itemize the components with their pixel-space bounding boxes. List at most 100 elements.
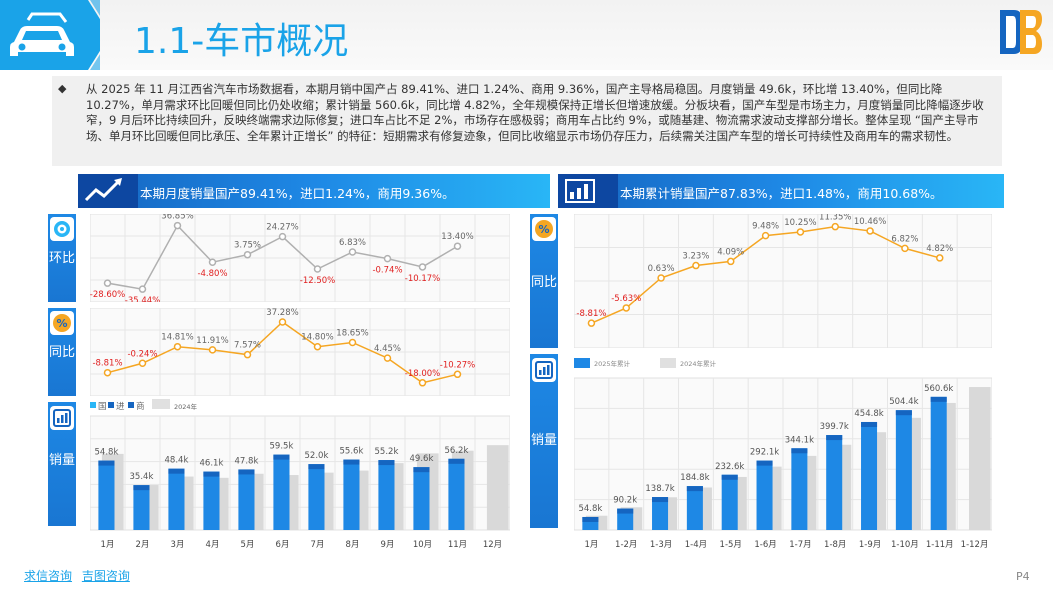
- monthly-sales-chart: 54.8k 1月 35.4k 2月 48.4k 3月 46.1k 4月 47.8k 5月 59.5k…: [90, 399, 510, 550]
- tab-cumulative-sales-label: 销量: [530, 433, 557, 448]
- car-icon: [10, 12, 74, 56]
- x-tick-label: 1-10月: [891, 540, 919, 550]
- percent-icon: %: [50, 311, 74, 335]
- legend-swatch: [128, 402, 134, 408]
- bar-2025-cap: [343, 459, 360, 465]
- data-point: [692, 261, 700, 270]
- bar-chart-icon: [50, 406, 74, 430]
- bar-2025-cap: [686, 486, 703, 492]
- target-icon: [50, 217, 74, 241]
- legend-swatch: [660, 358, 676, 368]
- data-point: [138, 285, 147, 293]
- bar-label: 399.7k: [820, 422, 849, 432]
- data-point: [383, 354, 392, 362]
- bar-2025-cap: [930, 396, 947, 402]
- monthly-yoy-chart: -8.81% -0.24% 14.81% 11.91% 7.57% 37.28% 14.80…: [90, 308, 510, 396]
- x-tick-label: 5月: [241, 540, 255, 550]
- data-point: [313, 342, 322, 351]
- bar-label: 344.1k: [785, 435, 814, 445]
- bar-2025: [826, 435, 843, 530]
- data-point: [348, 338, 357, 347]
- cumulative-yoy-chart: -8.81% -5.63% 0.63% 3.23% 4.09% 9.48% 10.25%11…: [574, 214, 992, 348]
- monthly-heading-text: 本期月度销量国产89.41%，进口1.24%，商用9.36%。: [140, 186, 455, 201]
- footer-link-qiuxin[interactable]: 求信咨询: [24, 569, 73, 583]
- data-label: 7.57%: [234, 341, 261, 351]
- data-label: -4.80%: [197, 269, 227, 279]
- legend-swatch: [574, 358, 590, 368]
- x-tick-label: 1-5月: [720, 540, 742, 550]
- bar-label: 292.1k: [750, 448, 779, 458]
- header-icon-box: [0, 0, 100, 70]
- data-point: [936, 254, 944, 262]
- db-logo: [1000, 10, 1042, 54]
- bar-2025: [756, 460, 773, 530]
- header-band: [0, 0, 1053, 70]
- bar-2025-cap: [582, 516, 599, 522]
- data-point: [761, 231, 770, 240]
- cumulative-panel-heading: [558, 174, 1004, 208]
- x-tick-label: 8月: [346, 540, 360, 550]
- data-label: -5.63%: [611, 294, 641, 304]
- page-number: P4: [1016, 570, 1030, 583]
- data-label: -12.50%: [300, 276, 335, 286]
- legend-swatch: [90, 402, 96, 408]
- data-label: 10.25%: [784, 218, 816, 228]
- data-point: [383, 254, 392, 263]
- tab-mom-label: 环比: [48, 251, 75, 266]
- legend-label: 2024年: [174, 402, 198, 411]
- x-tick-label: 4月: [206, 540, 220, 550]
- legend-label: 2024年累计: [680, 359, 717, 368]
- bar-2025: [861, 421, 878, 530]
- x-tick-label: 2月: [136, 540, 150, 550]
- bar-label: 184.8k: [680, 473, 709, 483]
- data-point: [418, 263, 427, 271]
- x-tick-label: 12月: [483, 540, 502, 550]
- summary-text: 从 2025 年 11 月江西省汽车市场数据看，本期月销中国产占 89.41%、…: [86, 82, 984, 143]
- monthly-heading-icon-box: [78, 174, 138, 208]
- x-tick-label: 1-3月: [650, 540, 672, 550]
- data-point: [138, 359, 147, 368]
- data-label: 18.65%: [336, 328, 368, 338]
- bar-label: 560.6k: [924, 384, 953, 394]
- bar-2025-cap: [413, 467, 430, 473]
- data-point: [587, 319, 596, 327]
- data-label: -35.44%: [125, 296, 160, 302]
- data-point: [727, 257, 735, 266]
- data-label: 0.63%: [648, 264, 675, 274]
- bar-label: 90.2k: [613, 496, 637, 506]
- data-label: 14.80%: [301, 333, 333, 343]
- data-label: 10.46%: [854, 217, 886, 227]
- footer-link-jitu[interactable]: 吉图咨询: [81, 569, 130, 583]
- bar-label: 56.2k: [445, 446, 469, 456]
- data-point: [657, 274, 665, 282]
- legend-label: 国: [98, 402, 107, 412]
- cumulative-heading-icon-box: [558, 174, 618, 208]
- bar-2025-cap: [895, 410, 912, 416]
- tab-cumulative-sales: [530, 354, 558, 528]
- x-tick-label: 10月: [413, 540, 432, 550]
- bar-2025: [203, 471, 220, 530]
- data-point: [796, 228, 805, 236]
- data-point: [278, 318, 287, 326]
- data-label: 3.75%: [234, 241, 261, 251]
- bar-2025: [98, 460, 115, 530]
- x-tick-label: 1-9月: [859, 540, 881, 550]
- data-point: [173, 221, 182, 230]
- bar-label: 46.1k: [200, 459, 224, 469]
- x-tick-label: 1-8月: [824, 540, 846, 550]
- data-label: 6.82%: [891, 234, 918, 244]
- summary-box: [52, 76, 1002, 166]
- cumulative-sales-chart: 54.8k 1月 90.2k 1-2月 138.7k 1-3月 184.8k 1-4月 232.…: [574, 358, 992, 550]
- summary-bullet: ◆: [58, 82, 67, 95]
- bar-label: 52.0k: [305, 451, 329, 461]
- legend-label: 2025年累计: [594, 359, 631, 368]
- data-point: [103, 368, 112, 377]
- bar-2024: [969, 387, 991, 530]
- page-title: 1.1-车市概况: [134, 21, 349, 62]
- bar-label: 47.8k: [235, 456, 259, 466]
- data-point: [313, 265, 322, 273]
- bar-label: 35.4k: [130, 472, 154, 482]
- bar-2025-cap: [238, 469, 255, 475]
- x-tick-label: 11月: [448, 540, 467, 550]
- bar-label: 232.6k: [715, 462, 744, 472]
